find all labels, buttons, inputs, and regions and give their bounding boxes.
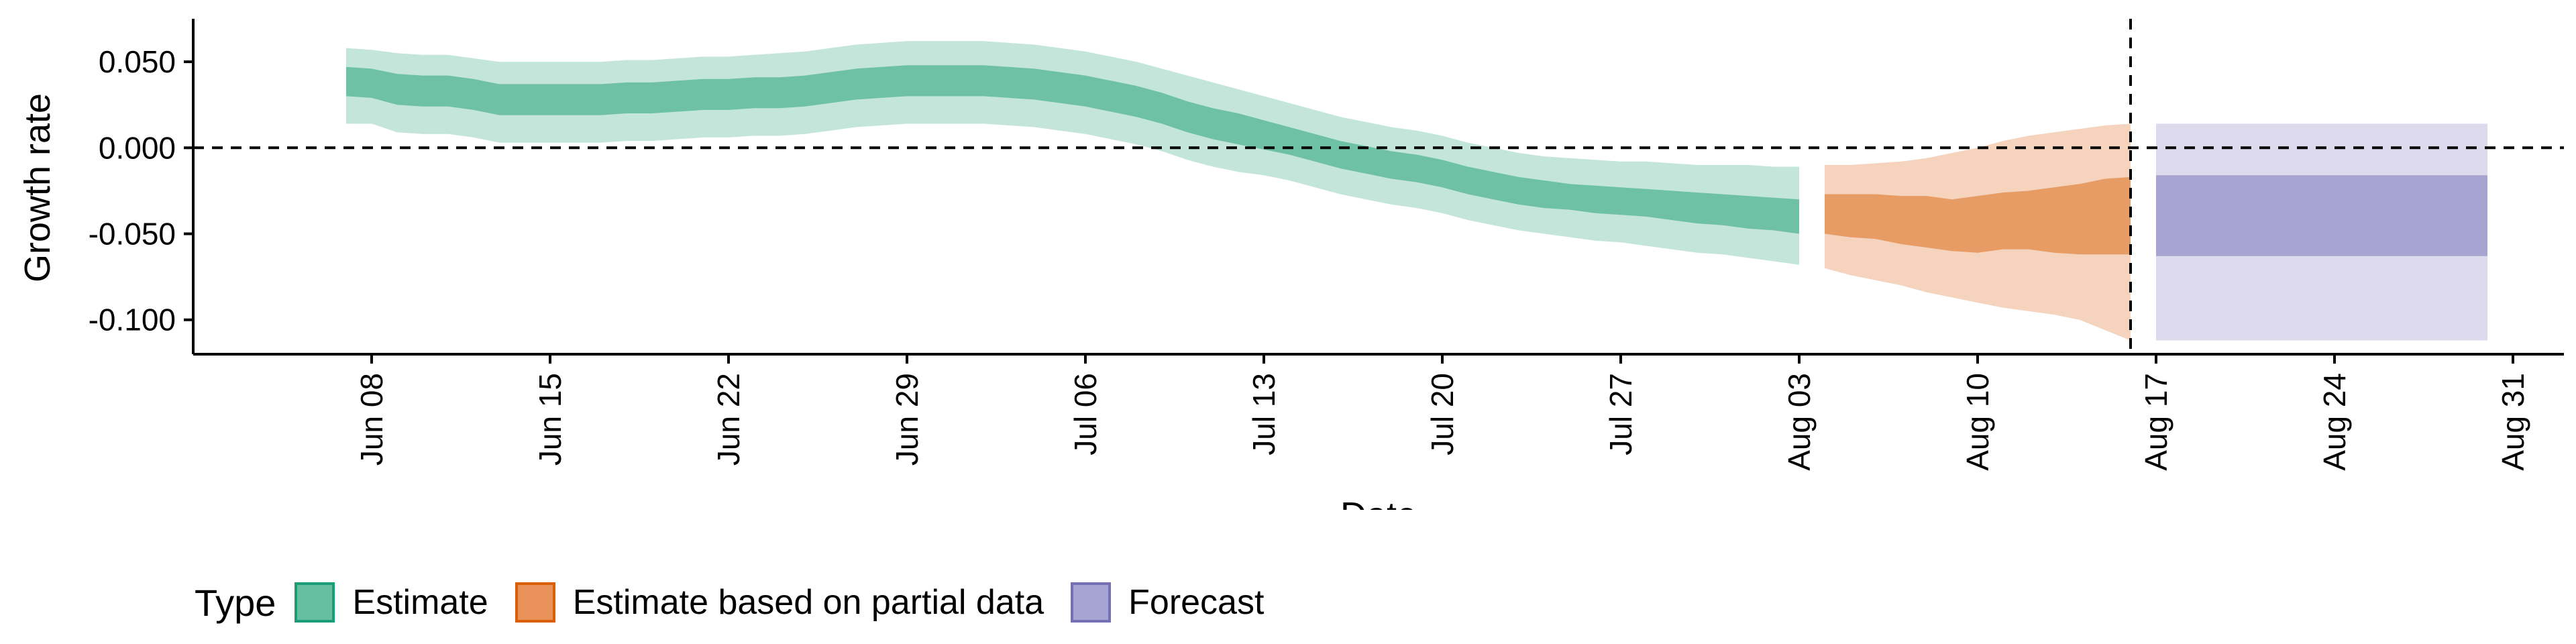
x-tick-label: Jun 22 [711, 373, 746, 466]
x-tick-label: Jul 06 [1068, 373, 1103, 455]
legend-label-estimate: Estimate [352, 583, 488, 622]
legend-label-forecast: Forecast [1128, 583, 1265, 622]
axes [192, 19, 2564, 356]
legend: Type Estimate Estimate based on partial … [195, 577, 1291, 628]
x-tick-label: Jun 15 [533, 373, 568, 466]
legend-key-partial [515, 582, 555, 623]
y-axis-ticks: 0.050 0.000 -0.050 -0.100 [89, 44, 193, 337]
y-tick-label: 0.050 [99, 44, 176, 79]
x-tick-label: Aug 31 [2496, 373, 2530, 471]
x-tick-label: Aug 17 [2139, 373, 2174, 471]
forecast-band-50 [2156, 175, 2487, 256]
ribbon-layer [346, 41, 2487, 341]
y-tick-label: 0.000 [99, 130, 176, 165]
x-axis-ticks: Jun 08 Jun 15 Jun 22 Jun 29 Jul 06 Jul 13 Jul … [354, 354, 2530, 471]
legend-title: Type [195, 581, 276, 624]
y-tick-label: -0.100 [89, 303, 176, 337]
y-axis-title: Growth rate [17, 93, 58, 282]
legend-key-estimate [294, 582, 335, 623]
x-tick-label: Jun 29 [890, 373, 924, 466]
x-tick-label: Aug 24 [2317, 373, 2352, 471]
growth-rate-chart: 0.050 0.000 -0.050 -0.100 Jun 08 Jun 15 Jun 2… [17, 19, 2564, 510]
x-tick-label: Aug 03 [1782, 373, 1817, 471]
reference-lines [193, 19, 2564, 354]
x-tick-label: Jul 27 [1603, 373, 1638, 455]
legend-label-partial: Estimate based on partial data [572, 583, 1044, 622]
x-tick-label: Jun 08 [354, 373, 389, 466]
estimate-band-50 [346, 65, 1799, 234]
legend-key-forecast [1071, 582, 1112, 623]
x-axis-title: Date [1340, 495, 1417, 510]
x-tick-label: Aug 10 [1960, 373, 1995, 471]
y-tick-label: -0.050 [89, 217, 176, 252]
x-tick-label: Jul 20 [1425, 373, 1460, 455]
x-tick-label: Jul 13 [1246, 373, 1281, 455]
partial-band-50 [1825, 176, 2131, 255]
